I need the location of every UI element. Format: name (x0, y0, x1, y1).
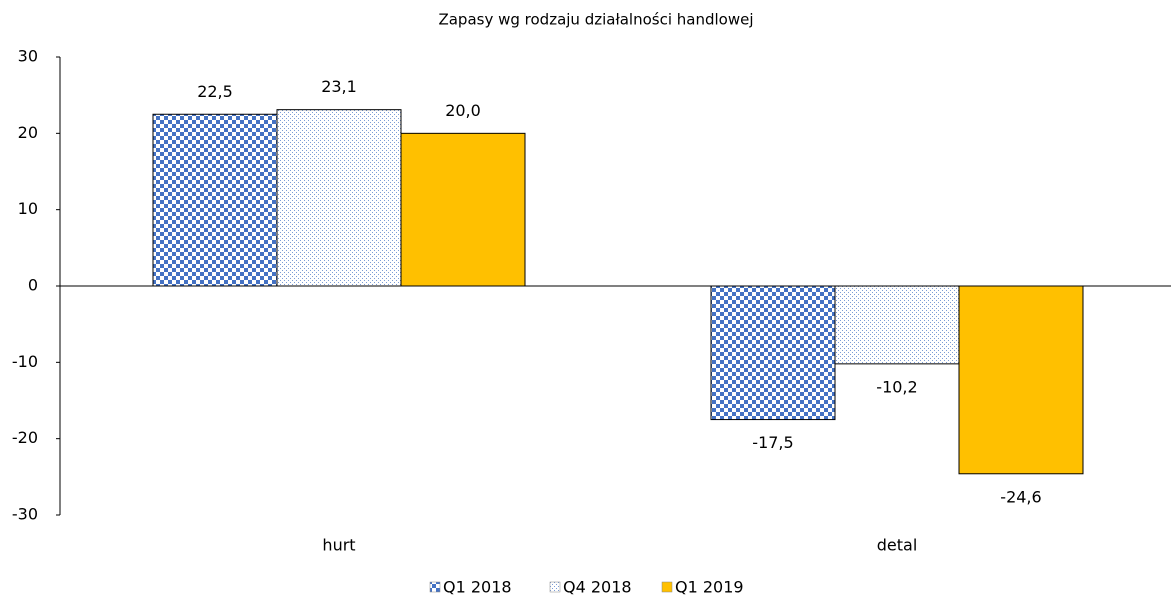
chart-title: Zapasy wg rodzaju działalności handlowej (438, 11, 753, 29)
y-tick-label: -10 (12, 352, 38, 371)
value-label: 22,5 (197, 82, 233, 101)
value-label: 23,1 (321, 77, 357, 96)
bar (152, 113, 278, 287)
value-label: -10,2 (876, 377, 917, 396)
value-label: -24,6 (1000, 487, 1041, 506)
x-tick-label: hurt (322, 536, 355, 555)
value-label: -17,5 (752, 433, 793, 452)
y-tick-label: 20 (18, 123, 38, 142)
bar (710, 285, 836, 421)
legend-swatch (549, 581, 561, 593)
bar (276, 109, 402, 287)
y-tick-label: 0 (28, 276, 38, 295)
bar (958, 285, 1084, 475)
bar (400, 132, 526, 287)
legend-swatch (661, 581, 673, 593)
legend-label: Q1 2019 (675, 578, 744, 597)
y-tick-label: 10 (18, 199, 38, 218)
legend-swatch (429, 581, 441, 593)
legend-label: Q1 2018 (443, 578, 512, 597)
legend-label: Q4 2018 (563, 578, 632, 597)
y-tick-label: -20 (12, 428, 38, 447)
value-label: 20,0 (445, 101, 481, 120)
y-tick-label: -30 (12, 505, 38, 524)
y-tick-label: 30 (18, 47, 38, 66)
bar (834, 285, 960, 365)
x-tick-label: detal (877, 536, 918, 555)
